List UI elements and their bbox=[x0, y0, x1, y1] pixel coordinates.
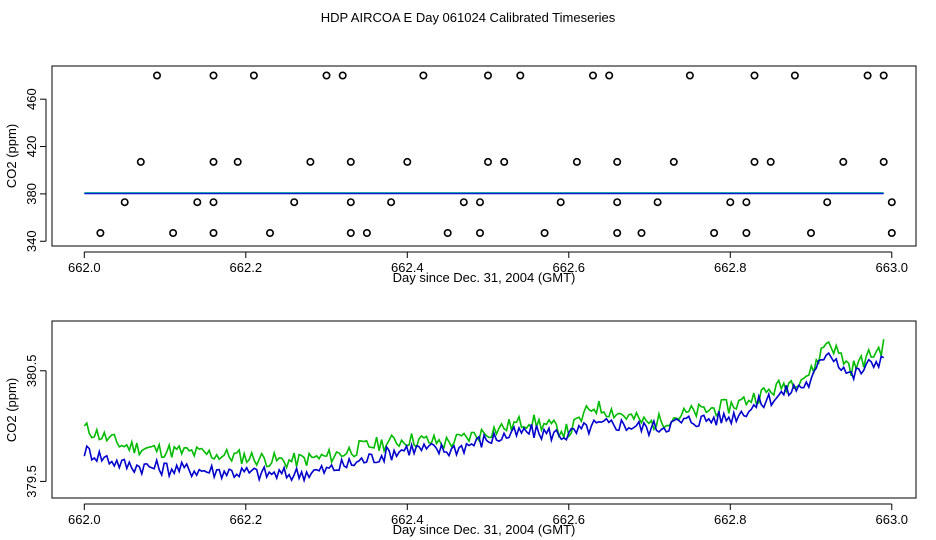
top-x-tick-label: 662.8 bbox=[714, 260, 747, 275]
top-point bbox=[136, 157, 145, 166]
top-point bbox=[637, 229, 646, 238]
top-point bbox=[249, 71, 258, 80]
top-point bbox=[209, 229, 218, 238]
top-point bbox=[863, 71, 872, 80]
top-point bbox=[790, 71, 799, 80]
top-point bbox=[193, 198, 202, 207]
top-point bbox=[806, 229, 815, 238]
top-x-tick-label: 662.4 bbox=[391, 260, 424, 275]
bottom-y-label: CO2 (ppm) bbox=[4, 378, 19, 442]
bottom-y-tick-label: 379.5 bbox=[24, 465, 39, 498]
bottom-series-green bbox=[83, 339, 885, 470]
top-point bbox=[879, 71, 888, 80]
top-point bbox=[306, 157, 315, 166]
bottom-plot-frame bbox=[51, 320, 917, 499]
top-x-tick-label: 662.0 bbox=[68, 260, 101, 275]
top-point bbox=[153, 71, 162, 80]
top-point bbox=[419, 71, 428, 80]
top-point bbox=[879, 157, 888, 166]
top-plot-frame bbox=[51, 65, 917, 247]
top-point bbox=[613, 229, 622, 238]
top-point bbox=[613, 198, 622, 207]
top-point bbox=[443, 229, 452, 238]
bottom-panel: 662.0 662.2 662.4 662.6 662.8 663.0 379.5 380.… bbox=[4, 320, 917, 537]
top-point bbox=[169, 229, 178, 238]
top-point bbox=[516, 71, 525, 80]
top-y-axis: 340 380 420 460 bbox=[24, 88, 47, 252]
top-point bbox=[403, 157, 412, 166]
top-point bbox=[209, 71, 218, 80]
top-point bbox=[500, 157, 509, 166]
chart-title: HDP AIRCOA E Day 061024 Calibrated Times… bbox=[321, 10, 616, 25]
top-point bbox=[839, 157, 848, 166]
top-point bbox=[823, 198, 832, 207]
top-point bbox=[233, 157, 242, 166]
bottom-x-tick-label: 662.8 bbox=[714, 512, 747, 527]
top-point bbox=[322, 71, 331, 80]
top-point bbox=[726, 198, 735, 207]
top-point bbox=[483, 157, 492, 166]
top-point bbox=[750, 71, 759, 80]
top-point bbox=[710, 229, 719, 238]
top-point bbox=[483, 71, 492, 80]
top-x-axis: 662.0 662.2 662.4 662.6 662.8 663.0 bbox=[68, 251, 909, 275]
bottom-x-tick-label: 662.0 bbox=[68, 512, 101, 527]
bottom-x-tick-label: 662.2 bbox=[230, 512, 263, 527]
top-point bbox=[387, 198, 396, 207]
bottom-y-axis: 379.5 380.5 bbox=[24, 355, 47, 498]
top-point bbox=[346, 198, 355, 207]
bottom-series-blue bbox=[83, 351, 885, 484]
bottom-x-label: Day since Dec. 31, 2004 (GMT) bbox=[393, 522, 576, 537]
top-point bbox=[120, 198, 129, 207]
bottom-x-tick-label: 662.6 bbox=[553, 512, 586, 527]
top-point bbox=[605, 71, 614, 80]
top-point bbox=[613, 157, 622, 166]
top-point bbox=[209, 157, 218, 166]
top-point bbox=[346, 157, 355, 166]
top-points bbox=[96, 71, 896, 238]
top-point bbox=[96, 229, 105, 238]
top-y-tick-label: 380 bbox=[24, 183, 39, 205]
top-y-tick-label: 460 bbox=[24, 88, 39, 110]
top-point bbox=[588, 71, 597, 80]
top-point bbox=[742, 198, 751, 207]
top-series bbox=[84, 192, 884, 195]
top-point bbox=[540, 229, 549, 238]
top-y-tick-label: 340 bbox=[24, 230, 39, 252]
top-point bbox=[265, 229, 274, 238]
top-point bbox=[362, 229, 371, 238]
top-point bbox=[556, 198, 565, 207]
top-point bbox=[475, 229, 484, 238]
top-point bbox=[669, 157, 678, 166]
top-x-tick-label: 662.2 bbox=[230, 260, 263, 275]
bottom-y-tick-label: 380.5 bbox=[24, 355, 39, 388]
top-point bbox=[766, 157, 775, 166]
top-point bbox=[653, 198, 662, 207]
top-point bbox=[742, 229, 751, 238]
top-point bbox=[887, 198, 896, 207]
bottom-x-tick-label: 663.0 bbox=[876, 512, 909, 527]
top-point bbox=[685, 71, 694, 80]
top-x-label: Day since Dec. 31, 2004 (GMT) bbox=[393, 270, 576, 285]
top-point bbox=[346, 229, 355, 238]
top-x-tick-label: 663.0 bbox=[876, 260, 909, 275]
top-point bbox=[887, 229, 896, 238]
bottom-x-axis: 662.0 662.2 662.4 662.6 662.8 663.0 bbox=[68, 503, 909, 527]
top-point bbox=[475, 198, 484, 207]
top-point bbox=[209, 198, 218, 207]
top-point bbox=[459, 198, 468, 207]
top-y-tick-label: 420 bbox=[24, 136, 39, 158]
top-point bbox=[290, 198, 299, 207]
top-point bbox=[338, 71, 347, 80]
top-y-label: CO2 (ppm) bbox=[4, 124, 19, 188]
top-x-tick-label: 662.6 bbox=[553, 260, 586, 275]
top-point bbox=[572, 157, 581, 166]
top-panel: 662.0 662.2 662.4 662.6 662.8 663.0 340 380 420… bbox=[4, 65, 917, 285]
bottom-x-tick-label: 662.4 bbox=[391, 512, 424, 527]
bottom-series bbox=[83, 339, 885, 484]
top-point bbox=[750, 157, 759, 166]
